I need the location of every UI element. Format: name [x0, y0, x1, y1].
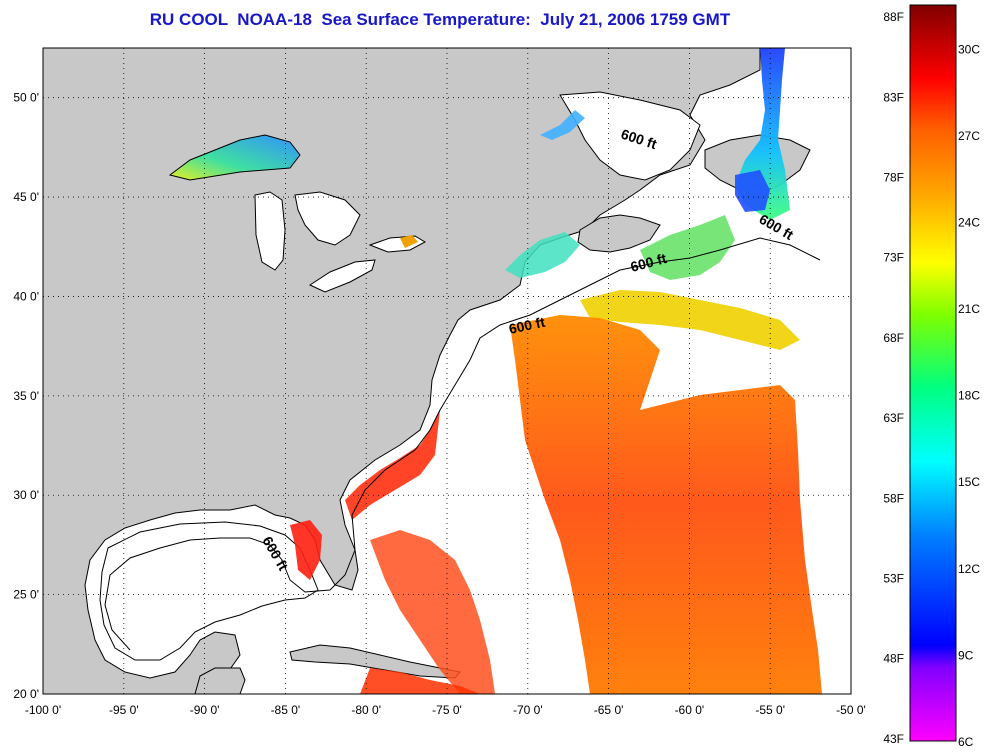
- sst-st-lawrence-cold: [540, 110, 585, 140]
- sst-shelf-yellow: [580, 290, 800, 350]
- sst-maine-gulf: [505, 232, 580, 278]
- lat-tick-label: 30 0': [13, 488, 39, 502]
- colorbar-c-label: 15C: [958, 475, 980, 489]
- sst-lake-erie-warm: [400, 235, 418, 248]
- map-title: RU COOL NOAA-18 Sea Surface Temperature:…: [149, 10, 731, 29]
- colorbar-f-label: 68F: [883, 331, 904, 345]
- isobath-600ft: [104, 237, 821, 651]
- colorbar-f-label: 48F: [883, 652, 904, 666]
- colorbar-c-label: 30C: [958, 42, 980, 56]
- lon-tick-label: -100 0': [25, 703, 61, 717]
- colorbar-celsius-labels: 30C 27C 24C 21C 18C 15C 12C 9C 6C: [958, 42, 980, 749]
- colorbar-c-label: 6C: [958, 735, 974, 749]
- sst-sable-cold: [735, 170, 770, 212]
- colorbar-c-label: 9C: [958, 648, 974, 662]
- colorbar-f-label: 88F: [883, 10, 904, 24]
- lat-tick-label: 50 0': [13, 91, 39, 105]
- lon-tick-label: -80 0': [351, 703, 381, 717]
- colorbar-c-label: 12C: [958, 562, 980, 576]
- nova-scotia: [577, 214, 661, 253]
- colorbar-c-label: 24C: [958, 215, 980, 229]
- lon-tick-label: -50 0': [836, 703, 866, 717]
- lon-tick-label: -70 0': [513, 703, 543, 717]
- colorbar-f-label: 73F: [883, 251, 904, 265]
- colorbar-c-label: 18C: [958, 389, 980, 403]
- sst-gulf-stream: [510, 315, 822, 694]
- colorbar-c-label: 27C: [958, 129, 980, 143]
- sst-scotian-shelf: [640, 215, 735, 280]
- lake-erie: [308, 259, 376, 293]
- lat-tick-label: 25 0': [13, 588, 39, 602]
- colorbar-fahrenheit-labels: 88F 83F 78F 73F 68F 63F 58F 53F 48F 43F: [883, 10, 904, 746]
- colorbar-f-label: 58F: [883, 491, 904, 505]
- lon-tick-label: -85 0': [271, 703, 301, 717]
- colorbar-f-label: 78F: [883, 171, 904, 185]
- colorbar-f-label: 43F: [883, 732, 904, 746]
- lon-tick-label: -90 0': [190, 703, 220, 717]
- lon-tick-label: -75 0': [432, 703, 462, 717]
- lon-tick-label: -65 0': [594, 703, 624, 717]
- depth-label-georges-bank: 600 ft: [507, 314, 546, 337]
- sst-bahamas-warm: [370, 530, 495, 694]
- colorbar-c-label: 21C: [958, 302, 980, 316]
- colorbar-f-label: 63F: [883, 411, 904, 425]
- land-north-america: [42, 47, 761, 695]
- lon-tick-label: -95 0': [109, 703, 139, 717]
- gulf-st-lawrence: [559, 91, 701, 181]
- map-frame: [42, 47, 852, 695]
- sst-caribbean-warm: [360, 668, 480, 694]
- colorbar-f-label: 53F: [883, 571, 904, 585]
- longitude-axis: -100 0' -95 0' -90 0' -85 0' -80 0' -75 0' -70…: [25, 703, 866, 717]
- gulf-of-mexico: [99, 521, 319, 661]
- lat-tick-label: 20 0': [13, 687, 39, 701]
- lat-tick-label: 40 0': [13, 289, 39, 303]
- lat-tick-label: 45 0': [13, 190, 39, 204]
- lake-michigan: [254, 191, 286, 271]
- lake-superior: [168, 134, 301, 181]
- lon-tick-label: -55 0': [755, 703, 785, 717]
- colorbar-gradient: [909, 4, 957, 742]
- lake-huron: [294, 191, 361, 246]
- latitude-axis: 50 0' 45 0' 40 0' 35 0' 30 0' 25 0' 20 0': [13, 91, 39, 701]
- colorbar-f-label: 83F: [883, 90, 904, 104]
- lat-tick-label: 35 0': [13, 389, 39, 403]
- sst-florida-gulf: [290, 520, 322, 580]
- lon-tick-label: -60 0': [675, 703, 705, 717]
